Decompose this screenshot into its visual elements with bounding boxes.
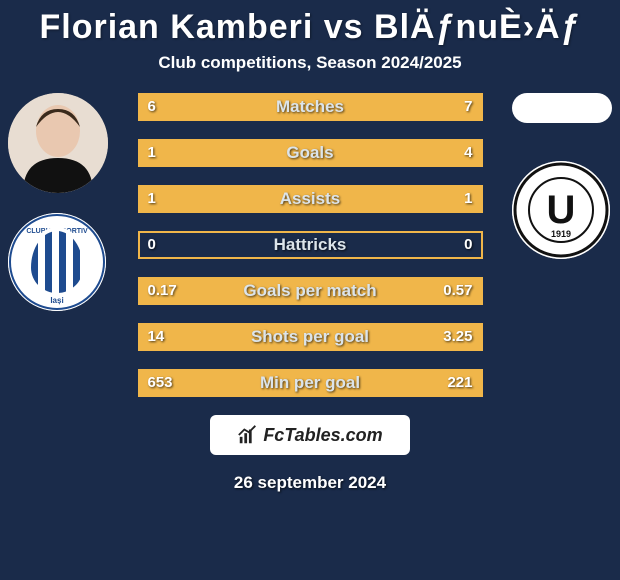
brand-badge: FcTables.com: [210, 415, 410, 455]
stat-row: Assists11: [138, 185, 483, 213]
bar-fill-right: [218, 279, 481, 303]
player-left-photo: [8, 93, 108, 193]
player-right-column: U 1919: [512, 93, 612, 264]
bar-fill-right: [395, 371, 480, 395]
bar-fill-left: [140, 187, 311, 211]
stat-row: Matches67: [138, 93, 483, 121]
person-silhouette-icon: [8, 93, 108, 193]
player-left-club-logo: CLUBUL SPORTIV Iași: [8, 213, 106, 311]
bar-fill-left: [140, 371, 396, 395]
stat-row: Goals per match0.170.57: [138, 277, 483, 305]
stat-label: Hattricks: [140, 233, 481, 257]
svg-text:Iași: Iași: [50, 296, 63, 305]
stat-value-left: 0: [148, 233, 156, 257]
player-right-photo-placeholder: [512, 93, 612, 123]
stat-row: Goals14: [138, 139, 483, 167]
page-title: Florian Kamberi vs BlÄƒnuÈ›Äƒ: [0, 0, 620, 47]
bar-fill-right: [296, 95, 480, 119]
brand-text: FcTables.com: [263, 425, 382, 446]
bar-fill-right: [416, 325, 481, 349]
chart-icon: [237, 424, 259, 446]
player-left-column: CLUBUL SPORTIV Iași: [8, 93, 108, 316]
stat-row: Min per goal653221: [138, 369, 483, 397]
stat-row: Hattricks0 0: [138, 231, 483, 259]
player-right-club-logo: U 1919: [512, 161, 610, 259]
stat-row: Shots per goal143.25: [138, 323, 483, 351]
bar-fill-left: [140, 279, 218, 303]
stat-value-right: 0: [464, 233, 472, 257]
club-u-badge-icon: U 1919: [512, 161, 610, 259]
bar-fill-left: [140, 141, 208, 165]
svg-text:1919: 1919: [551, 229, 571, 239]
svg-text:U: U: [547, 188, 576, 232]
bar-fill-left: [140, 325, 416, 349]
page-subtitle: Club competitions, Season 2024/2025: [0, 53, 620, 73]
footer-date: 26 september 2024: [0, 473, 620, 493]
comparison-panel: CLUBUL SPORTIV Iași U 1919 Matches67 Goal…: [0, 93, 620, 397]
bar-fill-right: [208, 141, 481, 165]
stats-bars: Matches67 Goals14 Assists11 Hattricks0 0 Goal…: [138, 93, 483, 397]
bar-fill-left: [140, 95, 297, 119]
bar-fill-right: [310, 187, 481, 211]
